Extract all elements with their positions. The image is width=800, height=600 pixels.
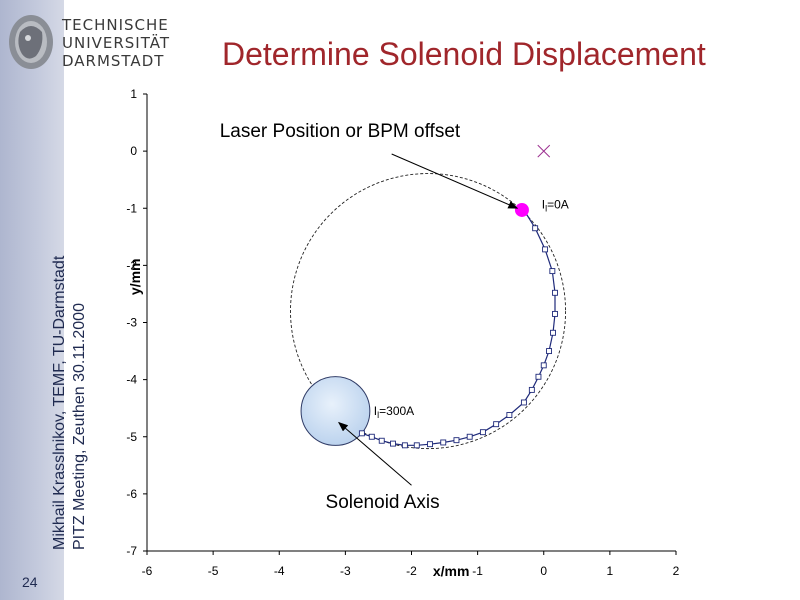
x-tick-label: -1 <box>472 564 483 578</box>
annotation-arrow-solenoid <box>338 421 412 486</box>
trajectory-point <box>528 386 535 393</box>
y-tick-label: 0 <box>130 144 137 158</box>
trajectory-point <box>479 429 486 436</box>
x-tick-label: -6 <box>142 564 153 578</box>
trajectory-point <box>453 437 460 444</box>
y-tick-label: -1 <box>126 201 137 215</box>
x-tick-label: -4 <box>274 564 285 578</box>
trajectory-point <box>466 433 473 440</box>
y-axis-label: y/mm <box>127 259 143 296</box>
current-symbol: I <box>374 404 377 418</box>
current-subscript: l <box>377 410 379 420</box>
y-tick-label: -6 <box>126 487 137 501</box>
y-tick-label: -7 <box>126 544 137 558</box>
x-tick-label: 1 <box>607 564 614 578</box>
x-axis-label: x/mm <box>433 563 470 579</box>
current-subscript: l <box>545 203 547 213</box>
x-tick-label: -3 <box>340 564 351 578</box>
trajectory-point <box>390 440 396 447</box>
current-value: =300A <box>379 404 414 418</box>
trajectory-point <box>549 268 556 275</box>
trajectory-point <box>493 421 500 428</box>
y-tick-label: -3 <box>126 316 137 330</box>
current-value: =0A <box>547 197 569 211</box>
trajectory-point <box>540 362 547 369</box>
trajectory-point <box>440 439 447 446</box>
logo-line-2: UNIVERSITÄT <box>62 34 170 52</box>
trajectory-point <box>546 348 552 355</box>
trajectory-point <box>542 246 549 253</box>
x-tick-label: -2 <box>406 564 417 578</box>
slide-title: Determine Solenoid Displacement <box>222 36 706 72</box>
slide-number: 24 <box>22 574 38 590</box>
annotation-laser: Laser Position or BPM offset <box>220 121 461 142</box>
y-tick-label: -2 <box>126 258 137 272</box>
current-symbol: I <box>542 197 545 211</box>
trajectory-point <box>532 225 539 232</box>
annotation-solenoid: Solenoid Axis <box>326 492 440 513</box>
trajectory-point <box>535 373 542 380</box>
fitted-circle <box>290 173 567 450</box>
sidebar <box>0 0 64 600</box>
y-tick-label: -4 <box>126 373 137 387</box>
x-tick-label: -5 <box>208 564 219 578</box>
trajectory-point <box>520 399 527 406</box>
laser-position-point <box>514 202 529 217</box>
trajectory-point <box>358 430 365 437</box>
logo-line-1: TECHNISCHE <box>62 16 169 34</box>
cross-marker-stroke-b <box>537 144 551 158</box>
trajectory-point <box>552 310 558 317</box>
trajectory-point <box>368 433 375 440</box>
trajectory-point <box>413 442 420 449</box>
y-tick-label: -5 <box>126 430 137 444</box>
y-tick-label: 1 <box>130 87 137 101</box>
annotation-arrow-laser <box>391 153 519 209</box>
university-seal-icon <box>9 15 53 69</box>
logo-line-3: DARMSTADT <box>62 52 165 70</box>
trajectory-point <box>401 442 408 449</box>
trajectory-point <box>506 412 513 418</box>
current-label-i300: Il=300A <box>374 404 414 420</box>
x-tick-label: 0 <box>540 564 547 578</box>
current-label-i0: Il=0A <box>542 197 569 213</box>
trajectory-point <box>550 329 556 336</box>
trajectory-point <box>378 437 385 444</box>
trajectory-point <box>552 289 558 296</box>
x-tick-label: 2 <box>673 564 680 578</box>
university-name: TECHNISCHE UNIVERSITÄT DARMSTADT <box>62 16 170 70</box>
trajectory-point <box>427 441 433 448</box>
solenoid-axis-circle <box>300 376 371 446</box>
header <box>64 0 800 80</box>
